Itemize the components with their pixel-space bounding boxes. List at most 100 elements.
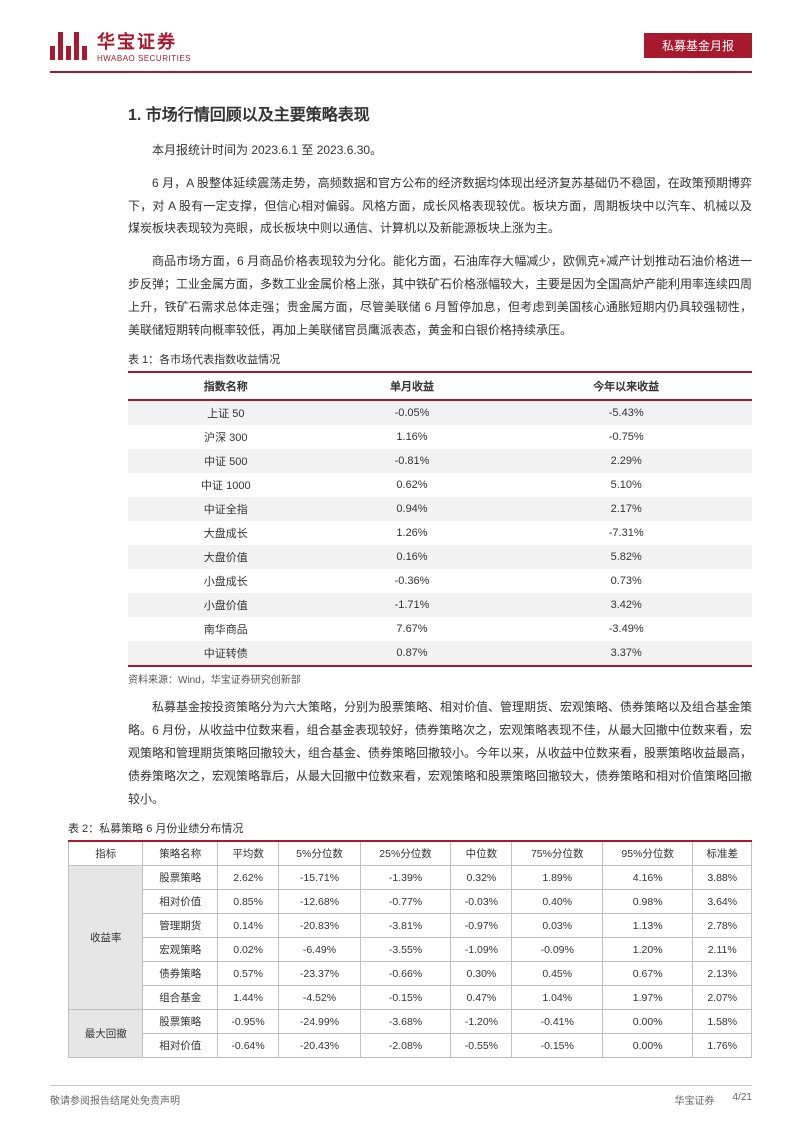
table-cell: 0.00% bbox=[602, 1010, 692, 1034]
table-cell: -3.55% bbox=[360, 938, 450, 962]
table-cell: 0.32% bbox=[451, 866, 512, 890]
table-group-label: 收益率 bbox=[69, 866, 143, 1010]
table-cell: -20.83% bbox=[279, 914, 361, 938]
footer: 敬请参阅报告结尾处免责声明 华宝证券 4/21 bbox=[50, 1085, 752, 1107]
table-cell: -5.43% bbox=[500, 400, 752, 425]
table-cell: 0.45% bbox=[512, 962, 602, 986]
table-cell: -6.49% bbox=[279, 938, 361, 962]
table-cell: 1.26% bbox=[324, 521, 501, 545]
table-cell: 1.13% bbox=[602, 914, 692, 938]
table-cell: -2.08% bbox=[360, 1034, 450, 1058]
table-cell: -3.49% bbox=[500, 617, 752, 641]
table-cell: 2.62% bbox=[217, 866, 278, 890]
table-cell: 0.30% bbox=[451, 962, 512, 986]
table-row: 中证 500-0.81%2.29% bbox=[128, 449, 752, 473]
table-row: 中证 10000.62%5.10% bbox=[128, 473, 752, 497]
table-cell: 中证转债 bbox=[128, 641, 324, 666]
table-cell: 中证全指 bbox=[128, 497, 324, 521]
table-cell: 3.37% bbox=[500, 641, 752, 666]
table-cell: -15.71% bbox=[279, 866, 361, 890]
table-cell: 0.16% bbox=[324, 545, 501, 569]
logo-text-en: HWABAO SECURITIES bbox=[97, 54, 191, 63]
report-tag: 私募基金月报 bbox=[644, 33, 752, 58]
table-cell: 2.13% bbox=[693, 962, 752, 986]
table-cell: 相对价值 bbox=[143, 1034, 217, 1058]
table2-caption: 表 2：私募策略 6 月份业绩分布情况 bbox=[68, 820, 752, 836]
table2-header: 中位数 bbox=[451, 841, 512, 866]
table-cell: 2.17% bbox=[500, 497, 752, 521]
table-cell: -1.39% bbox=[360, 866, 450, 890]
table-cell: 0.98% bbox=[602, 890, 692, 914]
table-row: 上证 50-0.05%-5.43% bbox=[128, 400, 752, 425]
paragraph-2: 6 月，A 股整体延续震荡走势，高频数据和官方公布的经济数据均体现出经济复苏基础… bbox=[128, 172, 752, 240]
table1-header: 今年以来收益 bbox=[500, 372, 752, 400]
table-cell: 3.88% bbox=[693, 866, 752, 890]
table-cell: 1.89% bbox=[512, 866, 602, 890]
table-index-returns: 指数名称单月收益今年以来收益 上证 50-0.05%-5.43%沪深 3001.… bbox=[128, 371, 752, 667]
table-cell: -0.15% bbox=[512, 1034, 602, 1058]
table-cell: 0.02% bbox=[217, 938, 278, 962]
table-row: 小盘价值-1.71%3.42% bbox=[128, 593, 752, 617]
table-cell: 管理期货 bbox=[143, 914, 217, 938]
table-cell: 1.16% bbox=[324, 425, 501, 449]
table-cell: -0.95% bbox=[217, 1010, 278, 1034]
table-cell: 大盘价值 bbox=[128, 545, 324, 569]
table-cell: 5.82% bbox=[500, 545, 752, 569]
table-cell: 1.76% bbox=[693, 1034, 752, 1058]
table-cell: 2.78% bbox=[693, 914, 752, 938]
table-cell: -0.81% bbox=[324, 449, 501, 473]
table-cell: -0.55% bbox=[451, 1034, 512, 1058]
table-cell: 0.94% bbox=[324, 497, 501, 521]
paragraph-4: 私募基金按投资策略分为六大策略，分别为股票策略、相对价值、管理期货、宏观策略、债… bbox=[128, 696, 752, 810]
table-row: 沪深 3001.16%-0.75% bbox=[128, 425, 752, 449]
table-row: 收益率股票策略2.62%-15.71%-1.39%0.32%1.89%4.16%… bbox=[69, 866, 752, 890]
table-cell: -0.64% bbox=[217, 1034, 278, 1058]
table-cell: -12.68% bbox=[279, 890, 361, 914]
table-cell: -3.68% bbox=[360, 1010, 450, 1034]
table-cell: 南华商品 bbox=[128, 617, 324, 641]
table-group-label: 最大回撤 bbox=[69, 1010, 143, 1058]
table-cell: -0.75% bbox=[500, 425, 752, 449]
table-cell: 0.67% bbox=[602, 962, 692, 986]
table-cell: 0.14% bbox=[217, 914, 278, 938]
table-row: 组合基金1.44%-4.52%-0.15%0.47%1.04%1.97%2.07… bbox=[69, 986, 752, 1010]
table-cell: 2.29% bbox=[500, 449, 752, 473]
table-row: 管理期货0.14%-20.83%-3.81%-0.97%0.03%1.13%2.… bbox=[69, 914, 752, 938]
table2-header: 75%分位数 bbox=[512, 841, 602, 866]
table2-header: 25%分位数 bbox=[360, 841, 450, 866]
table-row: 债券策略0.57%-23.37%-0.66%0.30%0.45%0.67%2.1… bbox=[69, 962, 752, 986]
table-cell: 债券策略 bbox=[143, 962, 217, 986]
table-row: 中证转债0.87%3.37% bbox=[128, 641, 752, 666]
table-cell: 2.11% bbox=[693, 938, 752, 962]
table-cell: 0.73% bbox=[500, 569, 752, 593]
table1-header: 指数名称 bbox=[128, 372, 324, 400]
table2-header: 标准差 bbox=[693, 841, 752, 866]
table-strategy-distribution: 指标策略名称平均数5%分位数25%分位数中位数75%分位数95%分位数标准差 收… bbox=[68, 840, 752, 1058]
table-cell: 3.42% bbox=[500, 593, 752, 617]
table-cell: -0.66% bbox=[360, 962, 450, 986]
table-cell: -7.31% bbox=[500, 521, 752, 545]
table-row: 宏观策略0.02%-6.49%-3.55%-1.09%-0.09%1.20%2.… bbox=[69, 938, 752, 962]
table-cell: 中证 500 bbox=[128, 449, 324, 473]
table2-header: 95%分位数 bbox=[602, 841, 692, 866]
table-cell: 股票策略 bbox=[143, 1010, 217, 1034]
table2-header: 5%分位数 bbox=[279, 841, 361, 866]
table-row: 相对价值0.85%-12.68%-0.77%-0.03%0.40%0.98%3.… bbox=[69, 890, 752, 914]
table-cell: 中证 1000 bbox=[128, 473, 324, 497]
footer-company: 华宝证券 bbox=[675, 1092, 715, 1107]
table-cell: 股票策略 bbox=[143, 866, 217, 890]
table-cell: -0.97% bbox=[451, 914, 512, 938]
footer-page: 4/21 bbox=[733, 1092, 752, 1107]
table-row: 南华商品7.67%-3.49% bbox=[128, 617, 752, 641]
table-cell: -0.15% bbox=[360, 986, 450, 1010]
table-cell: 0.57% bbox=[217, 962, 278, 986]
footer-disclaimer: 敬请参阅报告结尾处免责声明 bbox=[50, 1092, 180, 1107]
table-cell: 1.20% bbox=[602, 938, 692, 962]
table-cell: -4.52% bbox=[279, 986, 361, 1010]
table-row: 大盘成长1.26%-7.31% bbox=[128, 521, 752, 545]
table-cell: -20.43% bbox=[279, 1034, 361, 1058]
table-cell: 小盘价值 bbox=[128, 593, 324, 617]
table-row: 相对价值-0.64%-20.43%-2.08%-0.55%-0.15%0.00%… bbox=[69, 1034, 752, 1058]
table-cell: 4.16% bbox=[602, 866, 692, 890]
table-cell: 相对价值 bbox=[143, 890, 217, 914]
